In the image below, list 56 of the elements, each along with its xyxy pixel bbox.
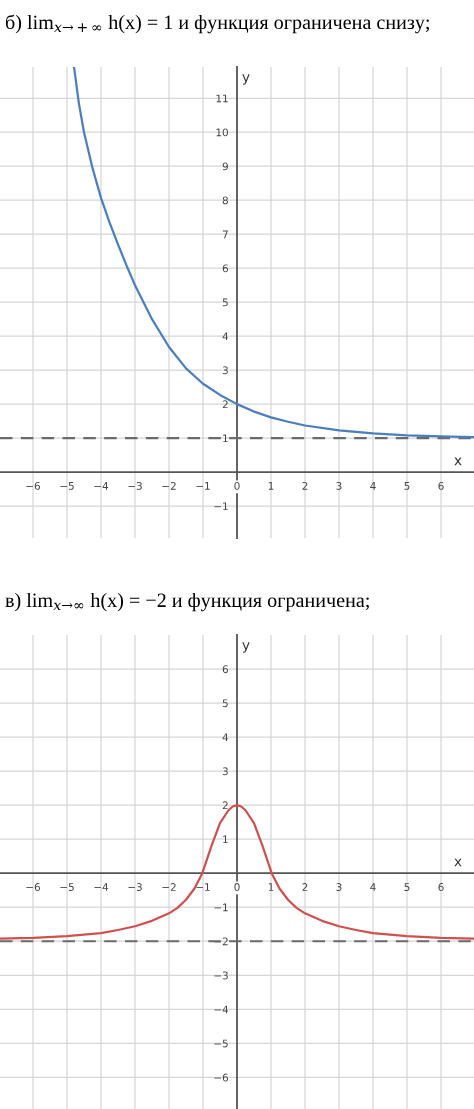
y-tick-label: 2	[222, 801, 228, 810]
y-tick-label: 4	[222, 733, 229, 742]
x-tick-label: −5	[60, 482, 74, 490]
y-tick-label: 3	[222, 767, 228, 776]
x-tick-label: −3	[128, 883, 142, 891]
x-axis-title: x	[454, 457, 462, 466]
y-tick-label: 5	[222, 699, 228, 708]
x-tick-label: −3	[128, 481, 142, 490]
y-tick-label: −6	[214, 1073, 229, 1082]
y-tick-label: −4	[214, 1005, 229, 1014]
x-tick-label: 2	[302, 883, 308, 891]
y-tick-label: 10	[216, 128, 228, 137]
x-tick-label: 4	[370, 883, 376, 891]
x-tick-label: −6	[26, 883, 40, 891]
y-tick-label: 6	[222, 264, 229, 273]
y-tick-label: 4	[222, 332, 229, 341]
x-tick-label: −4	[94, 482, 109, 490]
y-tick-label: −1	[214, 903, 228, 912]
x-tick-label: −6	[26, 481, 40, 490]
x-tick-label: 1	[268, 883, 274, 891]
x-tick-label: 3	[336, 481, 342, 490]
x-tick-label: −4	[94, 883, 109, 891]
x-tick-label: −2	[162, 883, 176, 891]
x-tick-label: 5	[404, 883, 410, 891]
y-axis-title: y	[242, 74, 250, 85]
x-tick-label: 4	[370, 482, 376, 490]
x-tick-label: 5	[404, 482, 410, 490]
chart-title: в) lim$_{x→∞}$ h(x) = −2 и функция ограничена;	[5, 592, 369, 612]
chart-title: б) lim$_{x→+∞}$ h(x) = 1 и функция ограничена снизу;	[5, 14, 429, 34]
x-tick-label: 0	[234, 481, 240, 490]
y-tick-label: 5	[222, 298, 228, 307]
y-tick-label: −1	[214, 502, 228, 511]
y-tick-label: 8	[222, 196, 228, 205]
y-tick-label: 3	[222, 366, 228, 375]
y-tick-label: −3	[214, 971, 228, 980]
x-axis-title: x	[454, 858, 462, 867]
y-tick-label: 1	[223, 434, 228, 443]
x-tick-label: −1	[196, 883, 210, 891]
y-tick-label: 1	[223, 835, 228, 844]
y-tick-label: 6	[222, 665, 229, 674]
x-tick-label: 1	[268, 482, 274, 490]
x-tick-label: −1	[196, 482, 210, 490]
y-tick-label: −2	[214, 937, 228, 946]
x-tick-label: 6	[438, 883, 444, 891]
y-tick-label: 9	[222, 162, 228, 171]
x-tick-label: −2	[162, 481, 176, 490]
x-tick-label: 2	[302, 481, 308, 490]
x-tick-label: 0	[234, 883, 240, 891]
y-tick-label: −5	[214, 1039, 228, 1048]
y-tick-label: 11	[216, 94, 228, 103]
x-tick-label: −5	[60, 883, 74, 891]
y-tick-label: 7	[222, 230, 228, 239]
y-tick-label: 2	[222, 400, 228, 409]
y-axis-title: y	[242, 642, 250, 653]
x-tick-label: 6	[438, 481, 444, 490]
x-tick-label: 3	[336, 883, 342, 891]
